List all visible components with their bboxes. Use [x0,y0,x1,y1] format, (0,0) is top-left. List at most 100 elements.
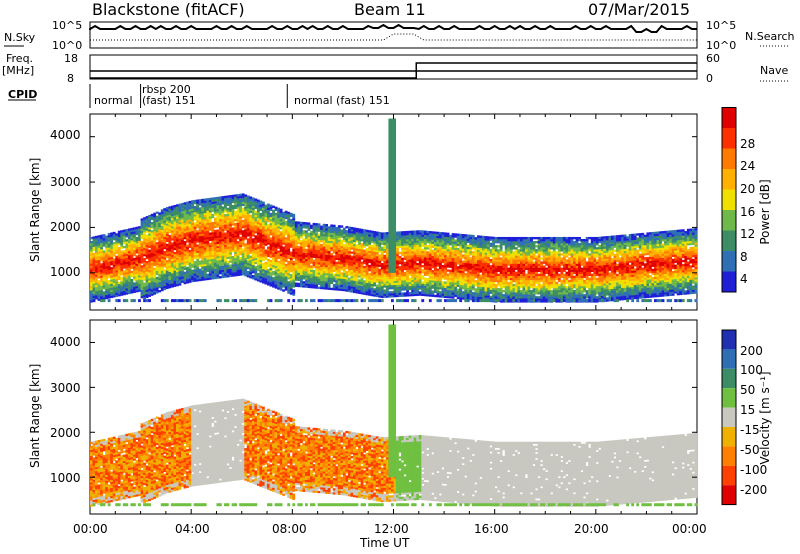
power-cell [375,258,379,261]
power-cell [155,266,159,270]
power-cell [251,217,255,221]
power-cell [401,280,404,283]
power-cell [145,220,149,223]
power-cell [294,223,298,226]
power-cell [203,216,207,220]
power-cell [163,257,167,260]
power-cell [441,266,445,270]
power-cell [150,289,154,292]
power-cell [193,218,197,221]
power-cell [127,269,131,272]
power-cell [385,242,389,245]
power-cell [160,213,164,216]
power-cell [90,296,93,299]
power-cell [198,244,202,247]
power-cell [312,269,316,273]
power-cell [203,233,207,236]
power-cell [241,250,245,253]
power-cell [115,280,119,283]
power-cell [335,275,339,279]
power-cell [428,290,432,293]
power-cell [173,217,177,220]
power-cell [287,242,291,245]
power-cell [378,234,382,237]
power-cell [226,236,230,239]
power-cell [201,243,205,247]
power-cell [168,255,172,258]
power-cell [110,271,114,274]
power-cell [287,234,291,237]
power-cell [100,293,103,297]
power-cell [170,279,174,282]
power-cell [307,281,311,284]
power-cell [203,214,207,218]
power-cell [411,232,415,235]
power-cell [433,288,437,292]
power-cell [165,235,169,238]
freq-panel-frame [89,54,698,80]
power-cell [292,266,296,270]
power-cell [284,280,288,283]
power-cell [203,235,207,238]
power-cell [345,270,349,274]
power-cell [388,291,392,294]
power-cell [102,281,106,284]
power-cell [173,227,177,230]
power-cell [249,225,253,228]
power-cell [332,255,336,258]
power-cell [390,293,394,296]
power-cell [193,234,197,237]
power-cell [234,251,237,254]
power-cell [153,247,157,250]
power-cell [408,253,412,256]
power-cell [436,239,440,243]
power-cell [287,221,291,225]
power-cell [170,256,174,260]
power-cell [302,262,306,266]
power-cell [289,235,293,238]
power-cell [370,261,374,264]
power-cell [193,228,197,231]
power-cell [259,239,263,242]
power-cell [292,228,296,231]
power-cell [421,254,425,258]
power-cell [307,226,311,229]
power-cell [441,250,445,253]
power-cell [365,233,369,237]
power-cell [269,223,273,226]
power-cell [224,208,227,211]
power-cell [413,252,417,256]
power-cell [413,267,417,270]
power-cell [261,230,265,233]
power-cell [347,242,351,246]
power-cell [350,239,354,242]
power-cell [363,237,366,240]
power-cell [155,270,159,274]
power-cell [211,215,215,219]
power-cell [165,231,169,234]
power-cell [251,244,255,247]
power-cell [110,263,114,266]
power-cell [421,250,425,254]
power-cell [264,223,268,226]
power-cell [416,238,420,241]
power-cell [272,228,275,231]
power-cell [160,211,164,214]
power-cell [358,275,361,278]
power-cell [436,276,440,279]
power-cell [249,274,253,277]
power-cell [224,216,227,219]
power-cell [264,235,268,238]
power-cell [322,248,326,251]
power-cell [327,271,331,274]
power-cell [193,250,197,254]
power-cell [449,273,452,277]
power-cell [145,269,149,272]
power-cell [165,260,169,263]
power-cell [297,250,301,253]
power-cell [279,214,283,218]
power-cell [294,227,298,230]
power-cell [320,243,323,247]
power-cell [125,286,129,289]
power-cell [264,239,268,242]
